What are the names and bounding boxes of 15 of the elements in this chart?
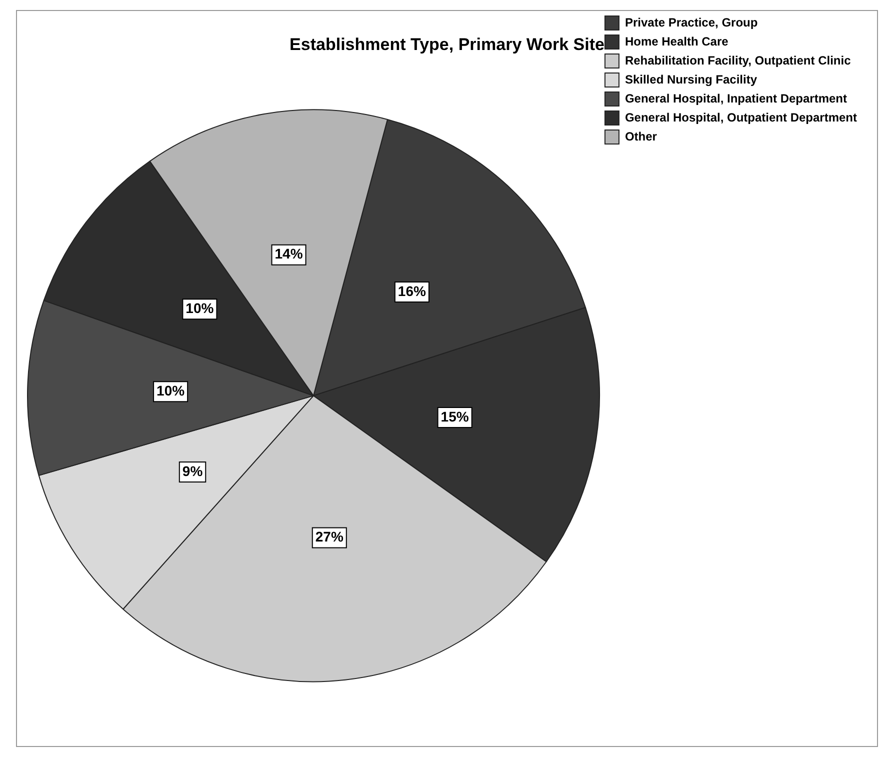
legend-label: General Hospital, Inpatient Department xyxy=(624,91,848,106)
legend-label: Other xyxy=(624,129,658,144)
data-label: 27% xyxy=(315,528,344,545)
data-label: 10% xyxy=(156,382,186,398)
data-label: 9% xyxy=(182,462,204,479)
legend-label: Skilled Nursing Facility xyxy=(624,72,758,86)
legend-label: Rehabilitation Facility, Outpatient Clinic xyxy=(624,53,852,68)
data-label: 10% xyxy=(186,300,214,316)
data-label: 15% xyxy=(440,408,470,424)
legend-label: Home Health Care xyxy=(624,34,729,48)
legend-label: Private Practice, Group xyxy=(624,15,758,30)
legend-label: General Hospital, Outpatient Department xyxy=(624,110,858,124)
text: Establishment Type, Primary Work Site xyxy=(290,34,604,54)
data-label: 16% xyxy=(398,282,426,299)
data-label: 14% xyxy=(274,246,304,262)
